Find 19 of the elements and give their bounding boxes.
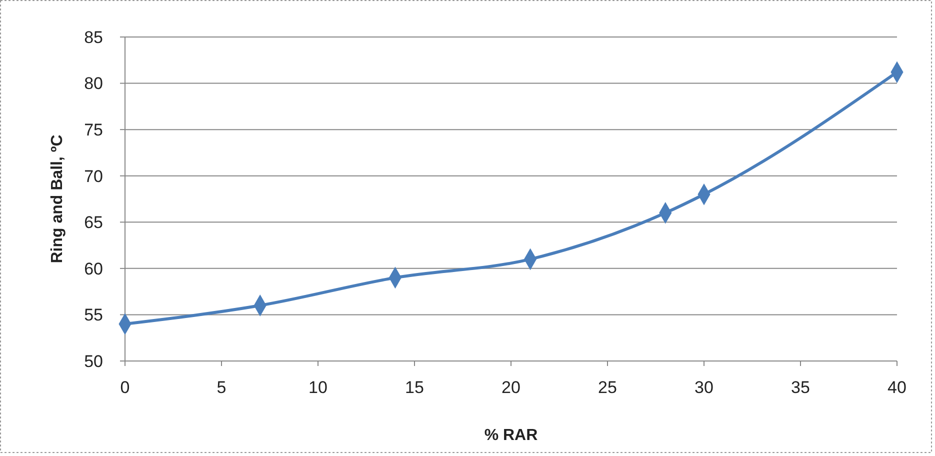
x-tick-label: 10 [308, 378, 328, 397]
x-tick-label: 25 [598, 378, 617, 397]
y-tick-label: 70 [84, 166, 103, 186]
y-tick-label: 65 [84, 213, 103, 232]
x-tick-label: 0 [120, 378, 130, 397]
x-tick-label: 40 [888, 378, 906, 397]
y-tick-label: 55 [84, 306, 103, 325]
x-axis-title: % RAR [484, 427, 538, 444]
y-tick-label: 85 [84, 28, 103, 47]
x-tick-label: 15 [405, 378, 424, 397]
y-tick-label: 75 [84, 120, 103, 140]
x-tick-label: 5 [216, 378, 226, 397]
y-tick-label: 60 [84, 259, 103, 278]
x-tick-label: 20 [502, 378, 520, 397]
x-tick-label: 35 [791, 378, 810, 397]
y-tick-label: 50 [84, 352, 103, 371]
y-axis-title: Ring and Ball, ºC [49, 134, 66, 264]
y-tick-label: 80 [84, 74, 103, 94]
x-tick-label: 30 [694, 378, 714, 397]
